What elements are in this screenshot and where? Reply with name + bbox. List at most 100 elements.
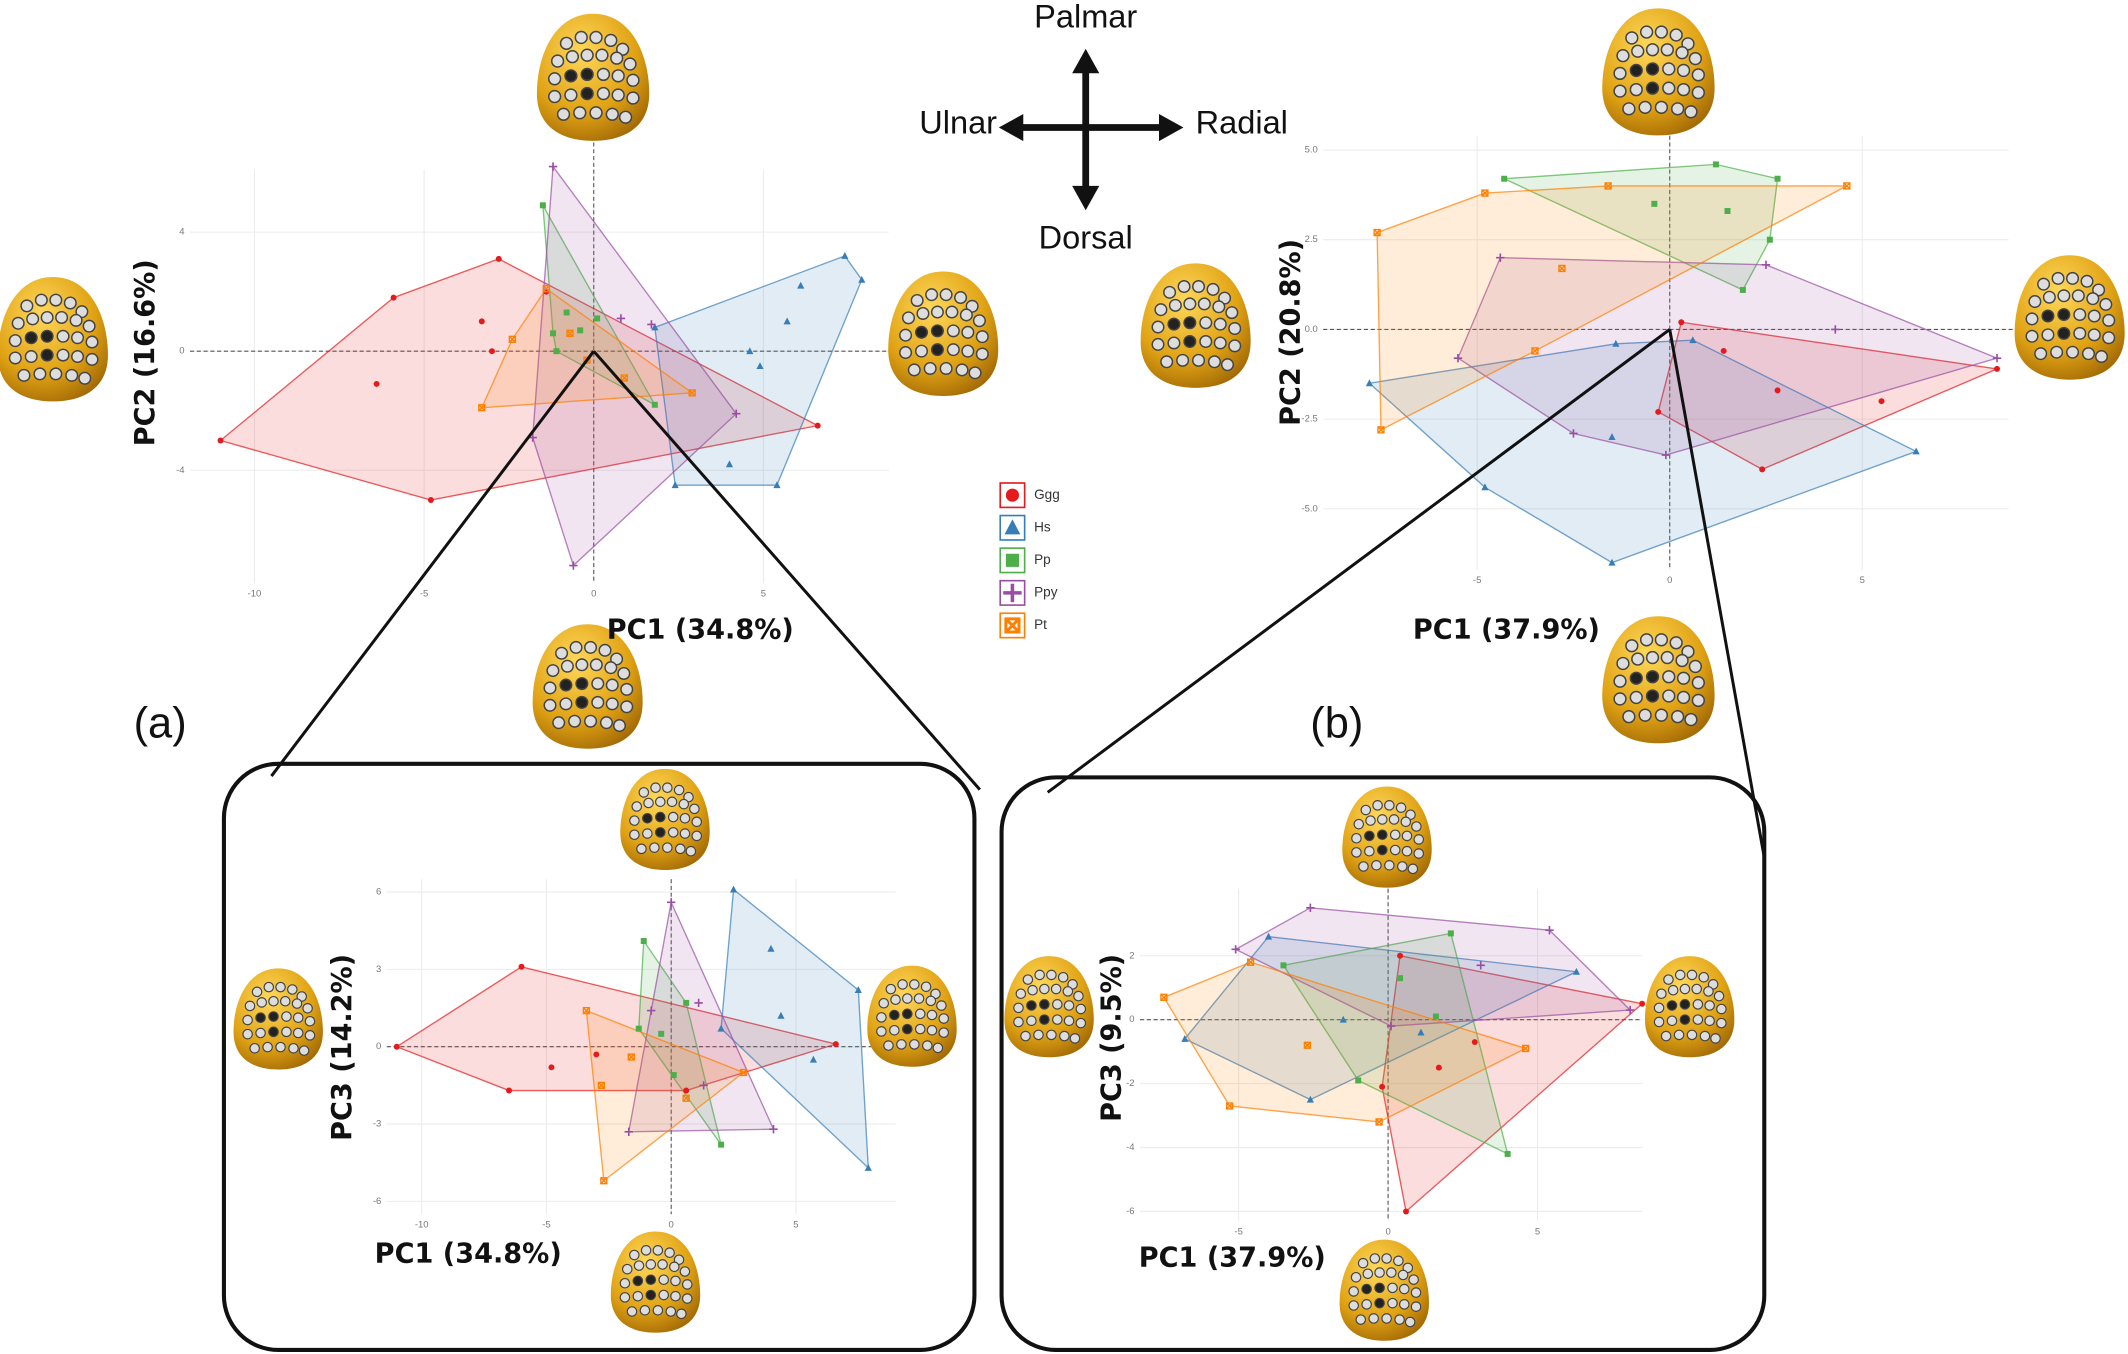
x-tick-label: -5 — [420, 589, 428, 600]
point — [478, 404, 486, 412]
point — [732, 409, 741, 418]
point — [1678, 319, 1685, 326]
point — [854, 986, 862, 993]
point — [769, 1125, 778, 1134]
legend-marker — [1004, 617, 1021, 634]
egg-icon — [619, 768, 711, 871]
x-tick-label: -5 — [1473, 575, 1481, 586]
x-tick-label: 0 — [591, 589, 596, 600]
point — [1651, 200, 1658, 207]
point — [1531, 347, 1539, 355]
point — [718, 1141, 725, 1148]
x-tick-label: 5 — [793, 1220, 798, 1231]
point — [1379, 1083, 1386, 1090]
point — [548, 1064, 555, 1071]
point — [777, 1011, 785, 1019]
egg-icon — [610, 1230, 701, 1334]
point — [671, 481, 679, 489]
point — [539, 202, 546, 209]
point — [651, 323, 659, 331]
zoom-box — [999, 775, 1767, 1352]
point — [1375, 1118, 1383, 1126]
legend-marker — [1003, 583, 1022, 603]
point — [506, 1087, 513, 1094]
y-tick-label: 2 — [1129, 950, 1134, 961]
x-tick-label: -10 — [415, 1220, 429, 1231]
point — [1712, 161, 1719, 168]
x-tick-label: 0 — [1385, 1226, 1390, 1237]
point — [1608, 433, 1616, 441]
point — [627, 1053, 635, 1061]
y-tick-label: -5.0 — [1301, 503, 1317, 514]
point — [1521, 1044, 1530, 1053]
point — [699, 1081, 708, 1090]
x-tick-label: 0 — [669, 1220, 674, 1231]
point — [1639, 1000, 1646, 1007]
point — [1365, 379, 1374, 387]
point — [809, 1055, 817, 1063]
point — [1689, 336, 1697, 344]
point — [569, 561, 578, 570]
point — [688, 389, 696, 397]
legend-label: Pt — [1034, 617, 1047, 632]
point — [548, 162, 558, 171]
egg-icon — [1644, 955, 1735, 1058]
point — [1481, 483, 1489, 491]
point — [640, 938, 647, 945]
y-axis-label: PC2 (20.8%) — [1275, 239, 1306, 426]
point — [593, 1051, 600, 1058]
point — [1661, 450, 1671, 460]
point — [600, 1177, 608, 1185]
point — [1501, 175, 1508, 182]
plot: -10 -5 0 5 -6 -3 0 3 6 — [373, 879, 896, 1231]
x-tick-label: 0 — [1667, 575, 1672, 586]
legend-marker — [1005, 488, 1019, 502]
point — [1761, 260, 1771, 270]
egg-icon — [232, 967, 324, 1071]
point — [1878, 398, 1885, 405]
point — [624, 1127, 633, 1136]
point — [1994, 365, 2001, 372]
point — [1386, 1021, 1396, 1031]
point — [1432, 1013, 1439, 1020]
point — [1572, 967, 1580, 975]
hull — [1162, 961, 1528, 1123]
arrow-head — [998, 113, 1024, 142]
point — [393, 1043, 400, 1050]
egg-icon — [1341, 785, 1433, 889]
panel-label: (b) — [1310, 699, 1363, 747]
y-tick-label: -2.5 — [1301, 414, 1317, 425]
direction-arrows — [998, 48, 1184, 211]
point — [1264, 932, 1273, 940]
point — [1476, 961, 1485, 970]
point — [1626, 1005, 1635, 1015]
point — [1447, 930, 1454, 937]
y-tick-label: 0.0 — [1305, 324, 1318, 335]
point — [1558, 264, 1566, 273]
point — [647, 320, 656, 329]
point — [553, 348, 560, 355]
point — [597, 1081, 605, 1090]
y-tick-label: 6 — [376, 887, 381, 898]
point — [577, 327, 584, 334]
egg-icon — [1139, 262, 1252, 389]
x-tick-label: 5 — [1860, 575, 1865, 586]
point — [773, 481, 781, 489]
x-axis-label: PC1 (37.9%) — [1139, 1243, 1326, 1274]
point — [1604, 182, 1612, 190]
y-tick-label: -2 — [1126, 1078, 1134, 1089]
zoom-box — [221, 761, 977, 1352]
point — [658, 1030, 665, 1037]
y-axis-label: PC3 (14.2%) — [327, 954, 358, 1141]
point — [1774, 387, 1781, 394]
hull — [219, 258, 820, 501]
point — [1377, 426, 1385, 434]
point — [1766, 236, 1773, 243]
point — [746, 347, 754, 355]
point — [1303, 1041, 1312, 1049]
point — [683, 999, 690, 1006]
arrow-head — [1072, 185, 1100, 211]
point — [1280, 962, 1287, 969]
point — [725, 460, 734, 468]
